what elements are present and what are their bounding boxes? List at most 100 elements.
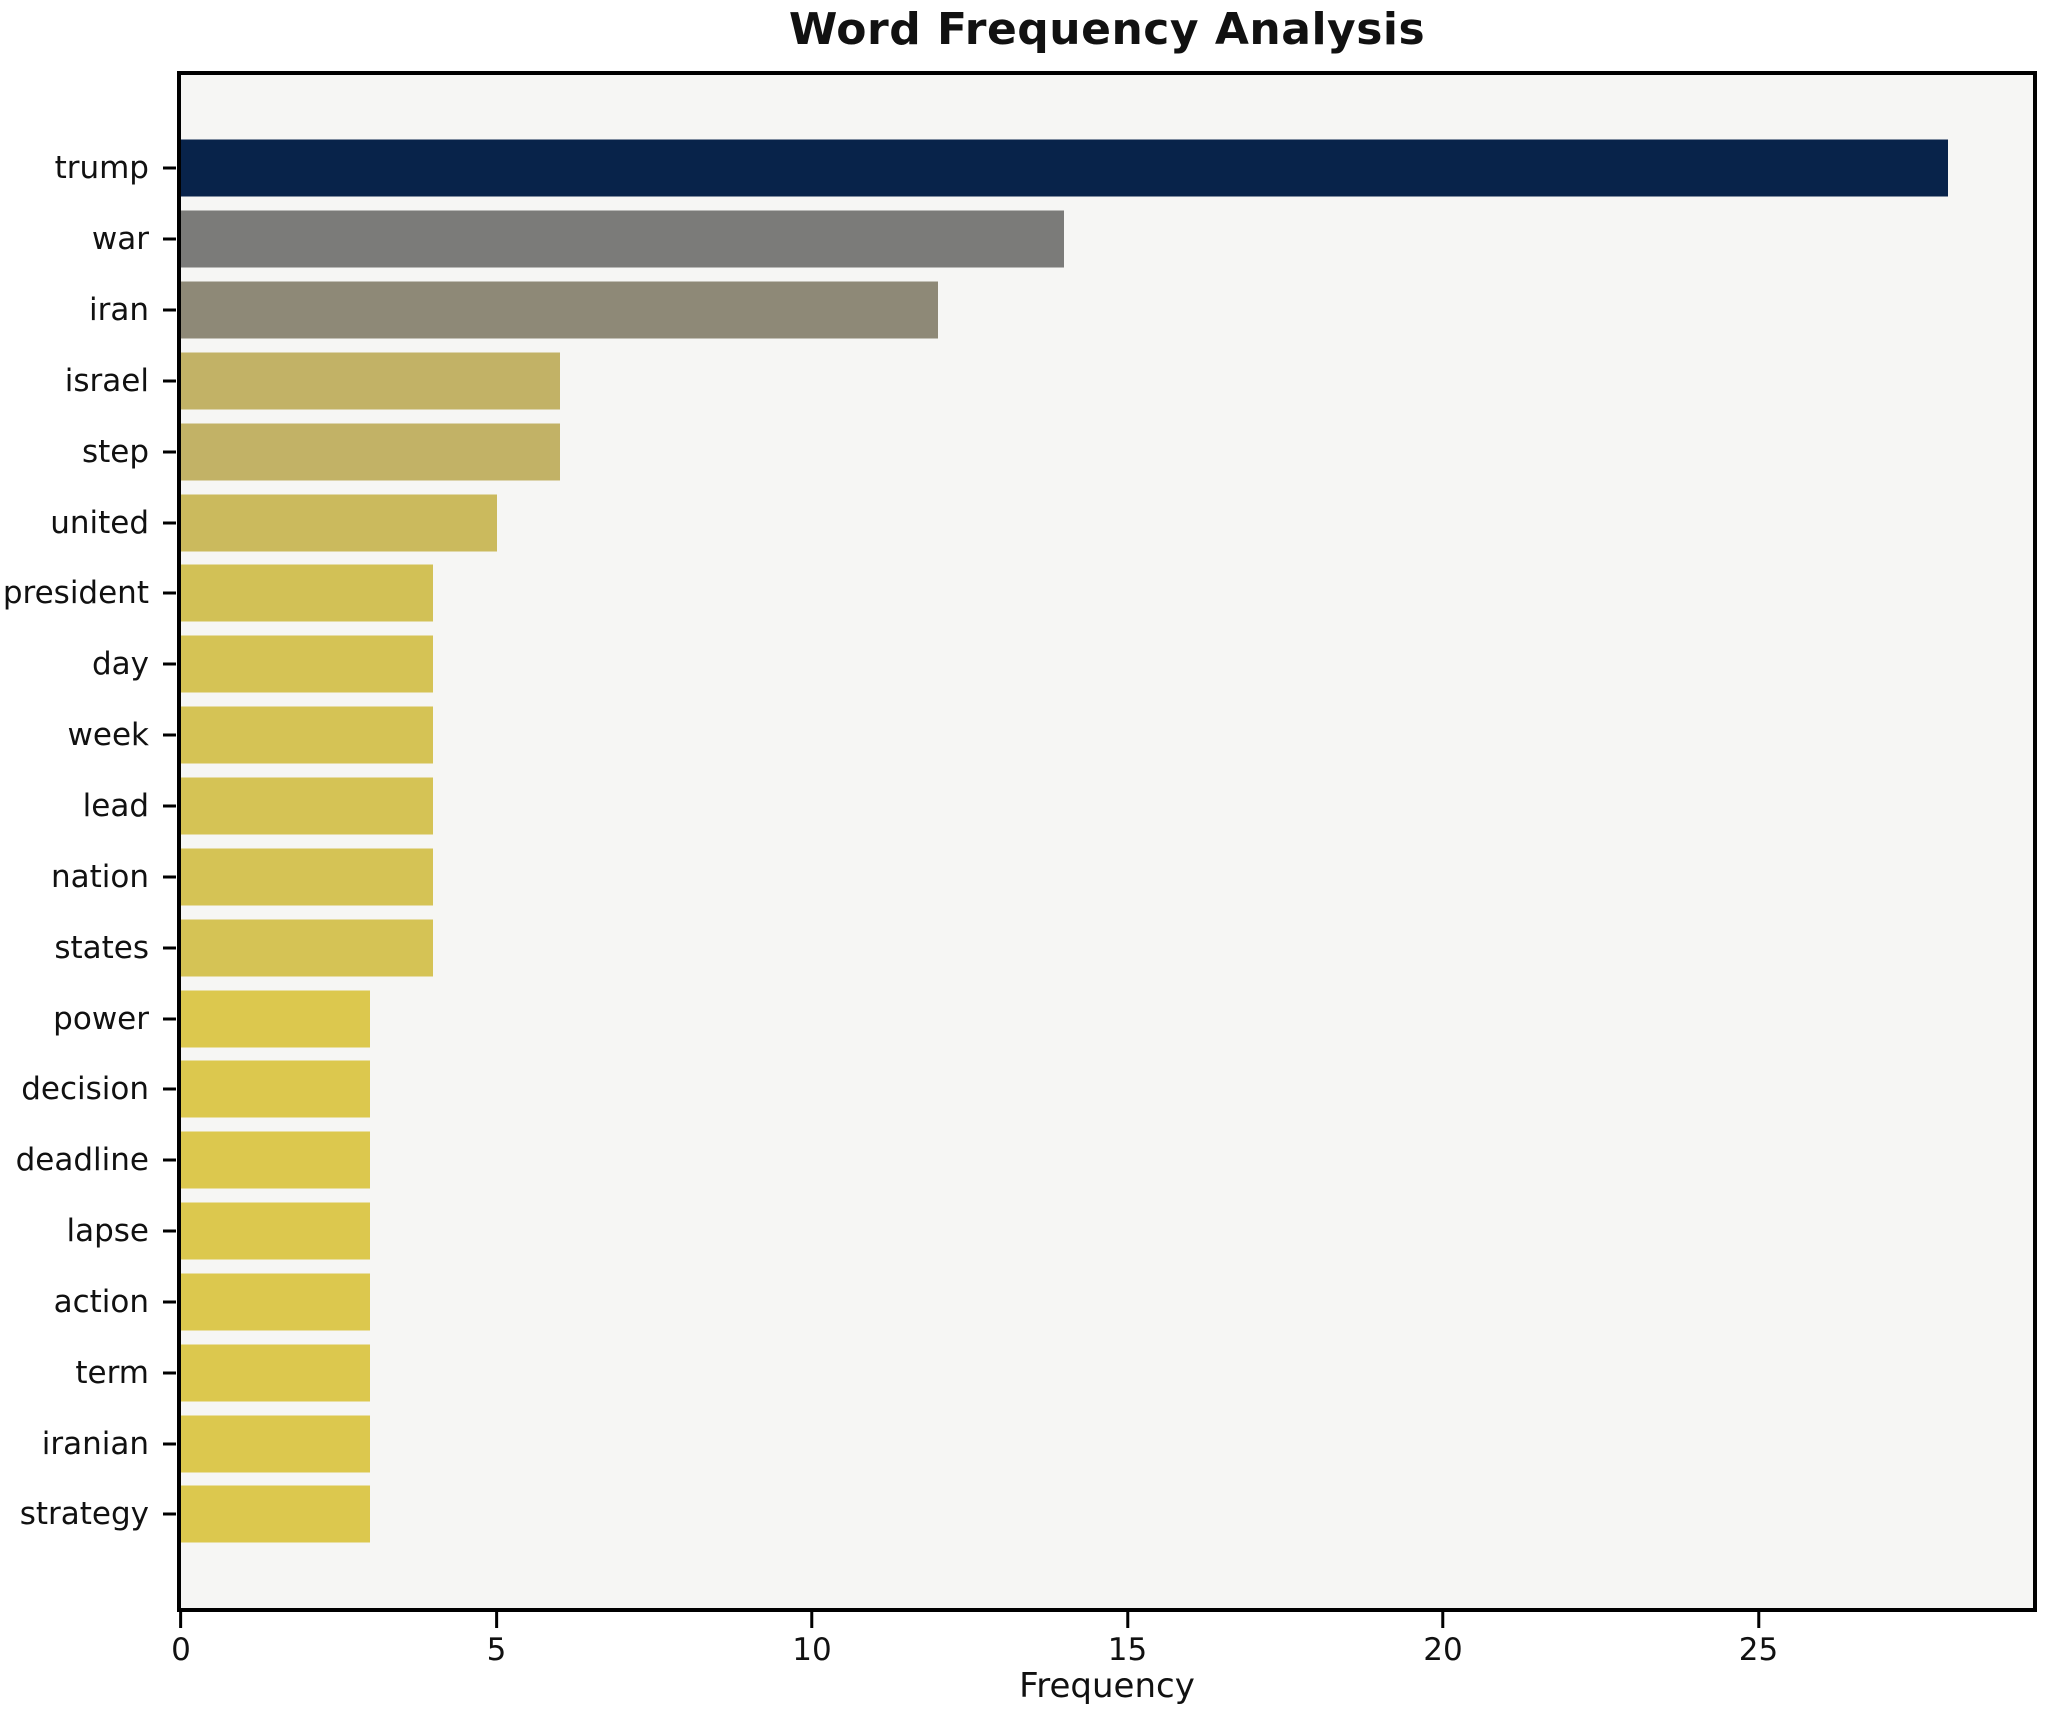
y-tick-mark <box>163 1371 176 1375</box>
y-tick-mark <box>163 1017 176 1021</box>
y-tick-mark <box>163 308 176 312</box>
x-tick-label: 25 <box>1738 1632 1779 1668</box>
y-tick-mark <box>163 1300 176 1304</box>
x-tick-label: 20 <box>1423 1632 1463 1668</box>
frequency-bar <box>181 1060 371 1118</box>
y-tick-label: week <box>67 717 149 754</box>
y-tick-mark <box>163 521 176 525</box>
x-tick-label: 0 <box>171 1632 191 1668</box>
frequency-bar <box>181 1344 371 1402</box>
frequency-bar <box>181 352 560 410</box>
bar-row: trump <box>55 133 2033 204</box>
x-tick-mark <box>810 1612 814 1628</box>
bar-row: strategy <box>20 1479 2033 1550</box>
bar-row: lead <box>83 771 2033 842</box>
y-tick-label: iranian <box>41 1425 149 1462</box>
frequency-bar <box>181 777 434 835</box>
y-tick-mark <box>163 237 176 241</box>
x-axis-tick: 5 <box>486 1612 507 1668</box>
y-tick-mark <box>163 1087 176 1091</box>
bar-row: nation <box>51 841 2033 912</box>
y-tick-label: lapse <box>66 1213 149 1250</box>
bar-row: deadline <box>16 1125 2033 1196</box>
bar-row: term <box>75 1337 2033 1408</box>
x-tick-mark <box>1756 1612 1760 1628</box>
bar-row: united <box>50 487 2033 558</box>
frequency-bar <box>181 1273 371 1331</box>
chart-title: Word Frequency Analysis <box>788 4 1426 55</box>
bar-row: states <box>54 912 2033 983</box>
bar-row: iran <box>89 275 2033 346</box>
frequency-bar <box>181 1202 371 1260</box>
bar-row: power <box>53 983 2033 1054</box>
y-tick-label: iran <box>88 292 149 329</box>
frequency-bar <box>181 210 1065 268</box>
x-tick-mark <box>179 1612 183 1628</box>
x-axis-tick: 25 <box>1739 1612 1778 1668</box>
frequency-bar <box>181 139 1948 197</box>
frequency-bar <box>181 1131 371 1189</box>
y-tick-mark <box>163 662 176 666</box>
y-tick-label: term <box>75 1354 149 1391</box>
y-tick-label: action <box>53 1283 149 1320</box>
x-axis-tick: 20 <box>1423 1612 1463 1668</box>
y-tick-label: power <box>53 1000 149 1037</box>
y-tick-label: deadline <box>15 1142 149 1179</box>
x-axis-tick: 0 <box>171 1612 191 1668</box>
y-tick-label: nation <box>50 858 149 895</box>
bar-row: week <box>68 700 2033 771</box>
frequency-bar <box>181 1485 371 1543</box>
y-tick-mark <box>163 875 176 879</box>
frequency-bar <box>181 494 497 552</box>
frequency-bar <box>181 635 434 693</box>
plot-area: trump war iran israel step united president day… <box>3 71 2037 1612</box>
x-tick-label: 10 <box>792 1632 832 1668</box>
y-tick-mark <box>163 1158 176 1162</box>
frequency-bar <box>181 990 371 1048</box>
bar-rows-container: trump war iran israel step united president day… <box>3 133 2033 1550</box>
x-axis-label: Frequency <box>1019 1666 1195 1706</box>
x-axis-ticks: 0 5 10 15 20 25 <box>171 1612 2033 1672</box>
frequency-bar <box>181 423 560 481</box>
x-axis-tick: 15 <box>1108 1612 1147 1668</box>
y-tick-label: war <box>91 221 149 258</box>
y-tick-mark <box>163 166 176 170</box>
bar-row: president <box>3 558 2033 629</box>
x-axis-tick: 10 <box>792 1612 832 1668</box>
frequency-bar <box>181 564 434 622</box>
bar-row: action <box>54 1267 2033 1338</box>
y-tick-mark <box>163 591 176 595</box>
y-tick-mark <box>163 946 176 950</box>
y-tick-label: trump <box>54 150 149 187</box>
y-tick-label: lead <box>82 788 149 825</box>
y-tick-label: united <box>50 504 149 541</box>
y-tick-label: step <box>81 433 149 470</box>
bar-row: lapse <box>66 1196 2033 1267</box>
x-tick-mark <box>494 1612 498 1628</box>
y-tick-mark <box>163 379 176 383</box>
frequency-bar <box>181 919 434 977</box>
bar-row: decision <box>21 1054 2033 1125</box>
frequency-bar <box>181 281 939 339</box>
bar-row: war <box>92 204 2033 275</box>
y-tick-label: strategy <box>19 1496 149 1533</box>
x-tick-label: 5 <box>486 1632 507 1668</box>
frequency-bar <box>181 1415 371 1473</box>
y-tick-mark <box>163 1512 176 1516</box>
frequency-bar <box>181 848 434 906</box>
bar-row: step <box>82 416 2033 487</box>
bar-row: iranian <box>42 1408 2033 1479</box>
x-tick-mark <box>1125 1612 1129 1628</box>
y-tick-label: day <box>91 646 149 683</box>
bar-row: israel <box>65 346 2033 417</box>
x-tick-mark <box>1441 1612 1445 1628</box>
y-tick-mark <box>163 804 176 808</box>
x-tick-label: 15 <box>1107 1632 1148 1668</box>
bar-row: day <box>92 629 2033 700</box>
y-tick-mark <box>163 1229 176 1233</box>
y-tick-label: decision <box>21 1071 149 1108</box>
y-tick-label: president <box>2 575 149 612</box>
y-tick-mark <box>163 1442 176 1446</box>
frequency-bar <box>181 706 434 764</box>
y-tick-label: states <box>54 929 149 966</box>
